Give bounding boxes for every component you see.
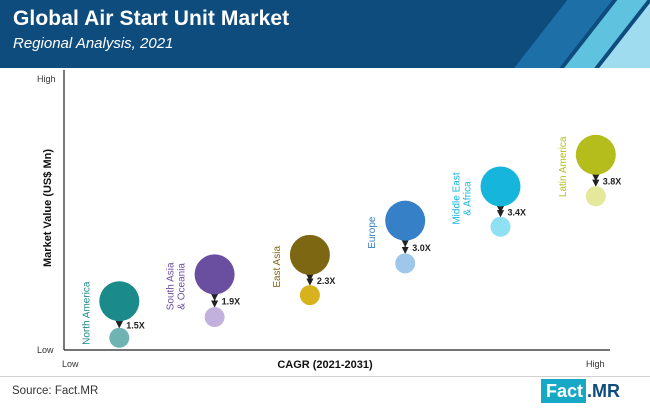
logo-text-mr: .MR <box>587 381 621 401</box>
x-axis-label: CAGR (2021-2031) <box>277 359 373 371</box>
bubble-small <box>299 285 320 306</box>
bubble-large <box>194 254 235 295</box>
growth-label: 3.0X <box>412 243 431 253</box>
growth-label: 3.8X <box>603 177 622 187</box>
growth-label: 1.9X <box>222 297 241 307</box>
bubble-large <box>575 134 616 175</box>
region-label: South Asia <box>166 262 177 310</box>
region-label: & Oceania <box>177 263 188 310</box>
page-title: Global Air Start Unit Market <box>13 7 290 30</box>
region-label: Europe <box>367 216 378 249</box>
y-tick-low: Low <box>37 345 54 355</box>
x-tick-low: Low <box>62 359 79 369</box>
bubble-large <box>480 166 521 207</box>
bubble-chart: High Low Low High CAGR (2021-2031) Marke… <box>37 70 622 371</box>
bubble-large <box>99 281 140 322</box>
bubble-small <box>204 307 225 328</box>
bubble-large <box>289 234 330 275</box>
bubble-small <box>585 186 606 207</box>
y-axis-label: Market Value (US$ Mn) <box>42 149 54 267</box>
chart-marks: 1.5X North America 1.9X South Asia & Oceania… <box>81 134 622 348</box>
region-label: Middle East <box>452 172 463 224</box>
region-label: Latin America <box>558 136 569 197</box>
logo-text-fact: Fact <box>541 379 587 403</box>
region-label: & Africa <box>463 181 474 216</box>
growth-label: 2.3X <box>317 276 336 286</box>
factmr-logo: Fact .MR <box>541 379 620 403</box>
bubble-small <box>109 327 130 348</box>
header-banner: Global Air Start Unit Market Regional An… <box>0 0 650 68</box>
growth-label: 3.4X <box>508 208 527 218</box>
bubble-large <box>385 200 426 241</box>
y-tick-high: High <box>37 74 56 84</box>
footer-divider <box>0 376 650 377</box>
bubble-small <box>490 216 511 237</box>
page-subtitle: Regional Analysis, 2021 <box>13 35 174 52</box>
x-tick-high: High <box>586 359 605 369</box>
region-label: East Asia <box>272 246 283 288</box>
source-note: Source: Fact.MR <box>12 385 99 397</box>
region-label: North America <box>81 281 92 345</box>
bubble-small <box>395 253 416 274</box>
growth-label: 1.5X <box>126 321 145 331</box>
